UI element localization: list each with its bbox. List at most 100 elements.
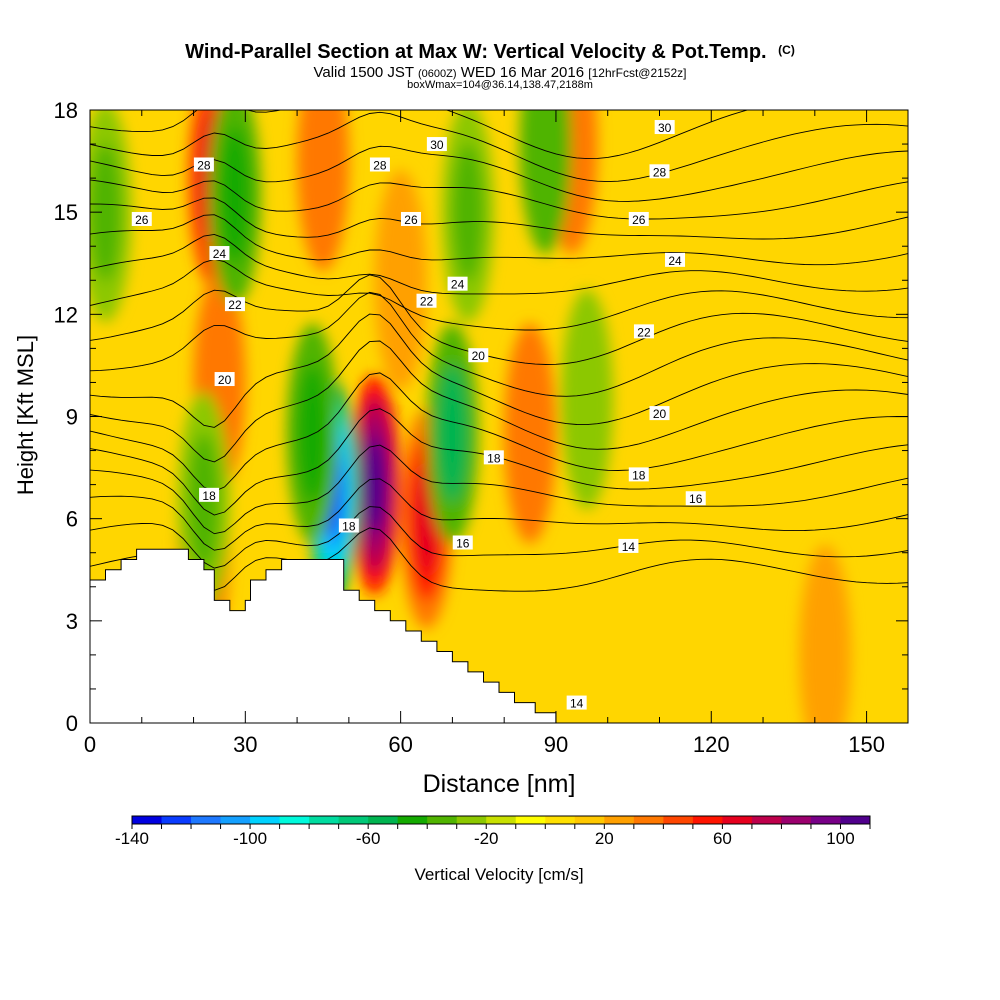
- theta-contour: [90, 291, 908, 397]
- colorbar-swatch: [456, 816, 487, 824]
- contour-label-bg: [685, 491, 706, 506]
- theta-contour: [90, 274, 908, 365]
- colorbar-swatch: [810, 816, 841, 824]
- y-tick-label: 0: [66, 711, 78, 736]
- chart-title: Wind-Parallel Section at Max W: Vertical…: [185, 41, 795, 63]
- colorbar-swatch: [220, 816, 251, 824]
- contour-label: 26: [632, 213, 646, 227]
- y-tick-label: 3: [66, 609, 78, 634]
- colorbar-swatch: [781, 816, 812, 824]
- contour-label: 28: [197, 158, 211, 172]
- theta-contour: [90, 214, 908, 266]
- colorbar-tick-label: -60: [356, 829, 381, 848]
- x-tick-label: 0: [84, 732, 96, 757]
- contour-label: 24: [451, 278, 465, 292]
- contour-label-bg: [468, 348, 489, 363]
- colorbar-swatch: [338, 816, 369, 824]
- x-tick-label: 60: [388, 732, 412, 757]
- colorbar-swatch: [161, 816, 192, 824]
- velocity-core: [504, 323, 557, 544]
- contour-label-bg: [209, 246, 230, 261]
- contour-label: 18: [487, 451, 501, 465]
- contour-label: 22: [637, 325, 651, 339]
- colorbar-swatch: [279, 816, 310, 824]
- colorbar-tick-label: 100: [826, 829, 854, 848]
- colorbar-tick-label: -100: [233, 829, 267, 848]
- contour-label-bg: [193, 157, 214, 172]
- contour-label: 14: [622, 540, 636, 554]
- theta-contour: [90, 145, 908, 202]
- colorbar-swatch: [840, 816, 871, 824]
- contour-label-bg: [426, 137, 447, 152]
- chart-title-main: Wind-Parallel Section at Max W: Vertical…: [185, 41, 766, 63]
- contour-label-bg: [628, 467, 649, 482]
- subtitle-forecast: [12hrFcst@2152z]: [588, 66, 686, 80]
- velocity-core: [799, 544, 852, 723]
- velocity-core: [296, 110, 349, 272]
- subtitle-utc: (0600Z): [418, 68, 457, 80]
- terrain: [90, 548, 557, 723]
- colorbar-swatch: [191, 816, 222, 824]
- colorbar-tick-label: -140: [115, 829, 149, 848]
- contour-label-bg: [447, 276, 468, 291]
- colorbar-swatch: [722, 816, 753, 824]
- y-tick-label: 15: [54, 200, 78, 225]
- contour-label: 20: [472, 349, 486, 363]
- contour-label-bg: [649, 406, 670, 421]
- colorbar: [131, 815, 871, 825]
- velocity-field: [90, 110, 852, 723]
- velocity-core: [219, 126, 251, 264]
- contour-label: 20: [653, 407, 667, 421]
- contour-label: 18: [202, 489, 216, 503]
- theta-contour: [90, 444, 908, 535]
- contour-label-bg: [224, 297, 245, 312]
- colorbar-swatch: [397, 816, 428, 824]
- velocity-core: [297, 364, 329, 503]
- x-axis-label: Distance [nm]: [423, 770, 576, 798]
- theta-contour: [90, 313, 908, 428]
- contour-label: 30: [658, 121, 672, 135]
- chart-subsubtitle: boxWmax=104@36.14,138.47,2188m: [407, 79, 593, 91]
- contour-label-bg: [452, 535, 473, 550]
- velocity-core: [561, 289, 614, 510]
- colorbar-swatch: [574, 816, 605, 824]
- contour-label-bg: [566, 695, 587, 710]
- contour-label-bg: [369, 157, 390, 172]
- theta-contour: [90, 233, 908, 295]
- contour-label: 16: [456, 537, 470, 551]
- x-tick-label: 90: [544, 732, 568, 757]
- contour-label-bg: [199, 487, 220, 502]
- colorbar-swatch: [515, 816, 546, 824]
- x-tick-label: 150: [848, 732, 885, 757]
- colorbar-swatch: [309, 816, 340, 824]
- colorbar-swatch: [486, 816, 517, 824]
- colorbar-swatch: [633, 816, 664, 824]
- theta-contour: [90, 258, 908, 331]
- colorbar-swatch: [132, 816, 163, 824]
- contour-label-bg: [483, 450, 504, 465]
- contour-label: 28: [373, 158, 387, 172]
- theta-contour: [90, 111, 908, 183]
- contour-label-bg: [416, 293, 437, 308]
- contour-label-bg: [665, 252, 686, 267]
- velocity-core: [364, 436, 386, 533]
- contour-label-bg: [214, 372, 235, 387]
- contour-label: 16: [689, 492, 703, 506]
- theta-contour: [90, 197, 908, 240]
- colorbar-label: Vertical Velocity [cm/s]: [414, 865, 583, 884]
- colorbar-tick-label: 60: [713, 829, 732, 848]
- contour-label: 24: [668, 254, 682, 268]
- contour-label: 22: [420, 295, 434, 309]
- contour-label-bg: [131, 211, 152, 226]
- colorbar-swatch: [250, 816, 281, 824]
- theta-contour: [90, 340, 908, 463]
- velocity-core: [90, 143, 122, 281]
- velocity-core: [452, 143, 484, 281]
- theta-contour: [90, 478, 908, 551]
- colorbar-swatch: [604, 816, 635, 824]
- contour-label-bg: [618, 538, 639, 553]
- contour-label: 30: [430, 138, 444, 152]
- x-tick-label: 120: [693, 732, 730, 757]
- contour-label: 20: [218, 373, 232, 387]
